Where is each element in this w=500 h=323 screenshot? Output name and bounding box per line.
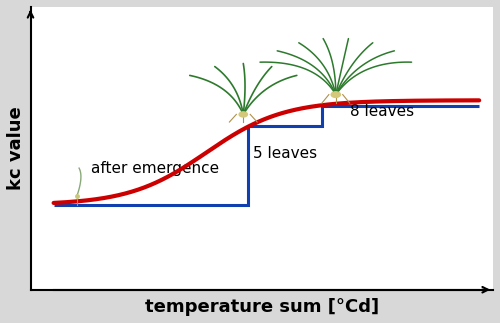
Text: 8 leaves: 8 leaves (350, 104, 414, 119)
Text: after emergence: after emergence (90, 161, 219, 176)
Circle shape (331, 92, 340, 98)
Text: 5 leaves: 5 leaves (252, 147, 316, 162)
Circle shape (239, 112, 248, 117)
X-axis label: temperature sum [°Cd]: temperature sum [°Cd] (144, 298, 379, 316)
Y-axis label: kc value: kc value (7, 107, 25, 190)
